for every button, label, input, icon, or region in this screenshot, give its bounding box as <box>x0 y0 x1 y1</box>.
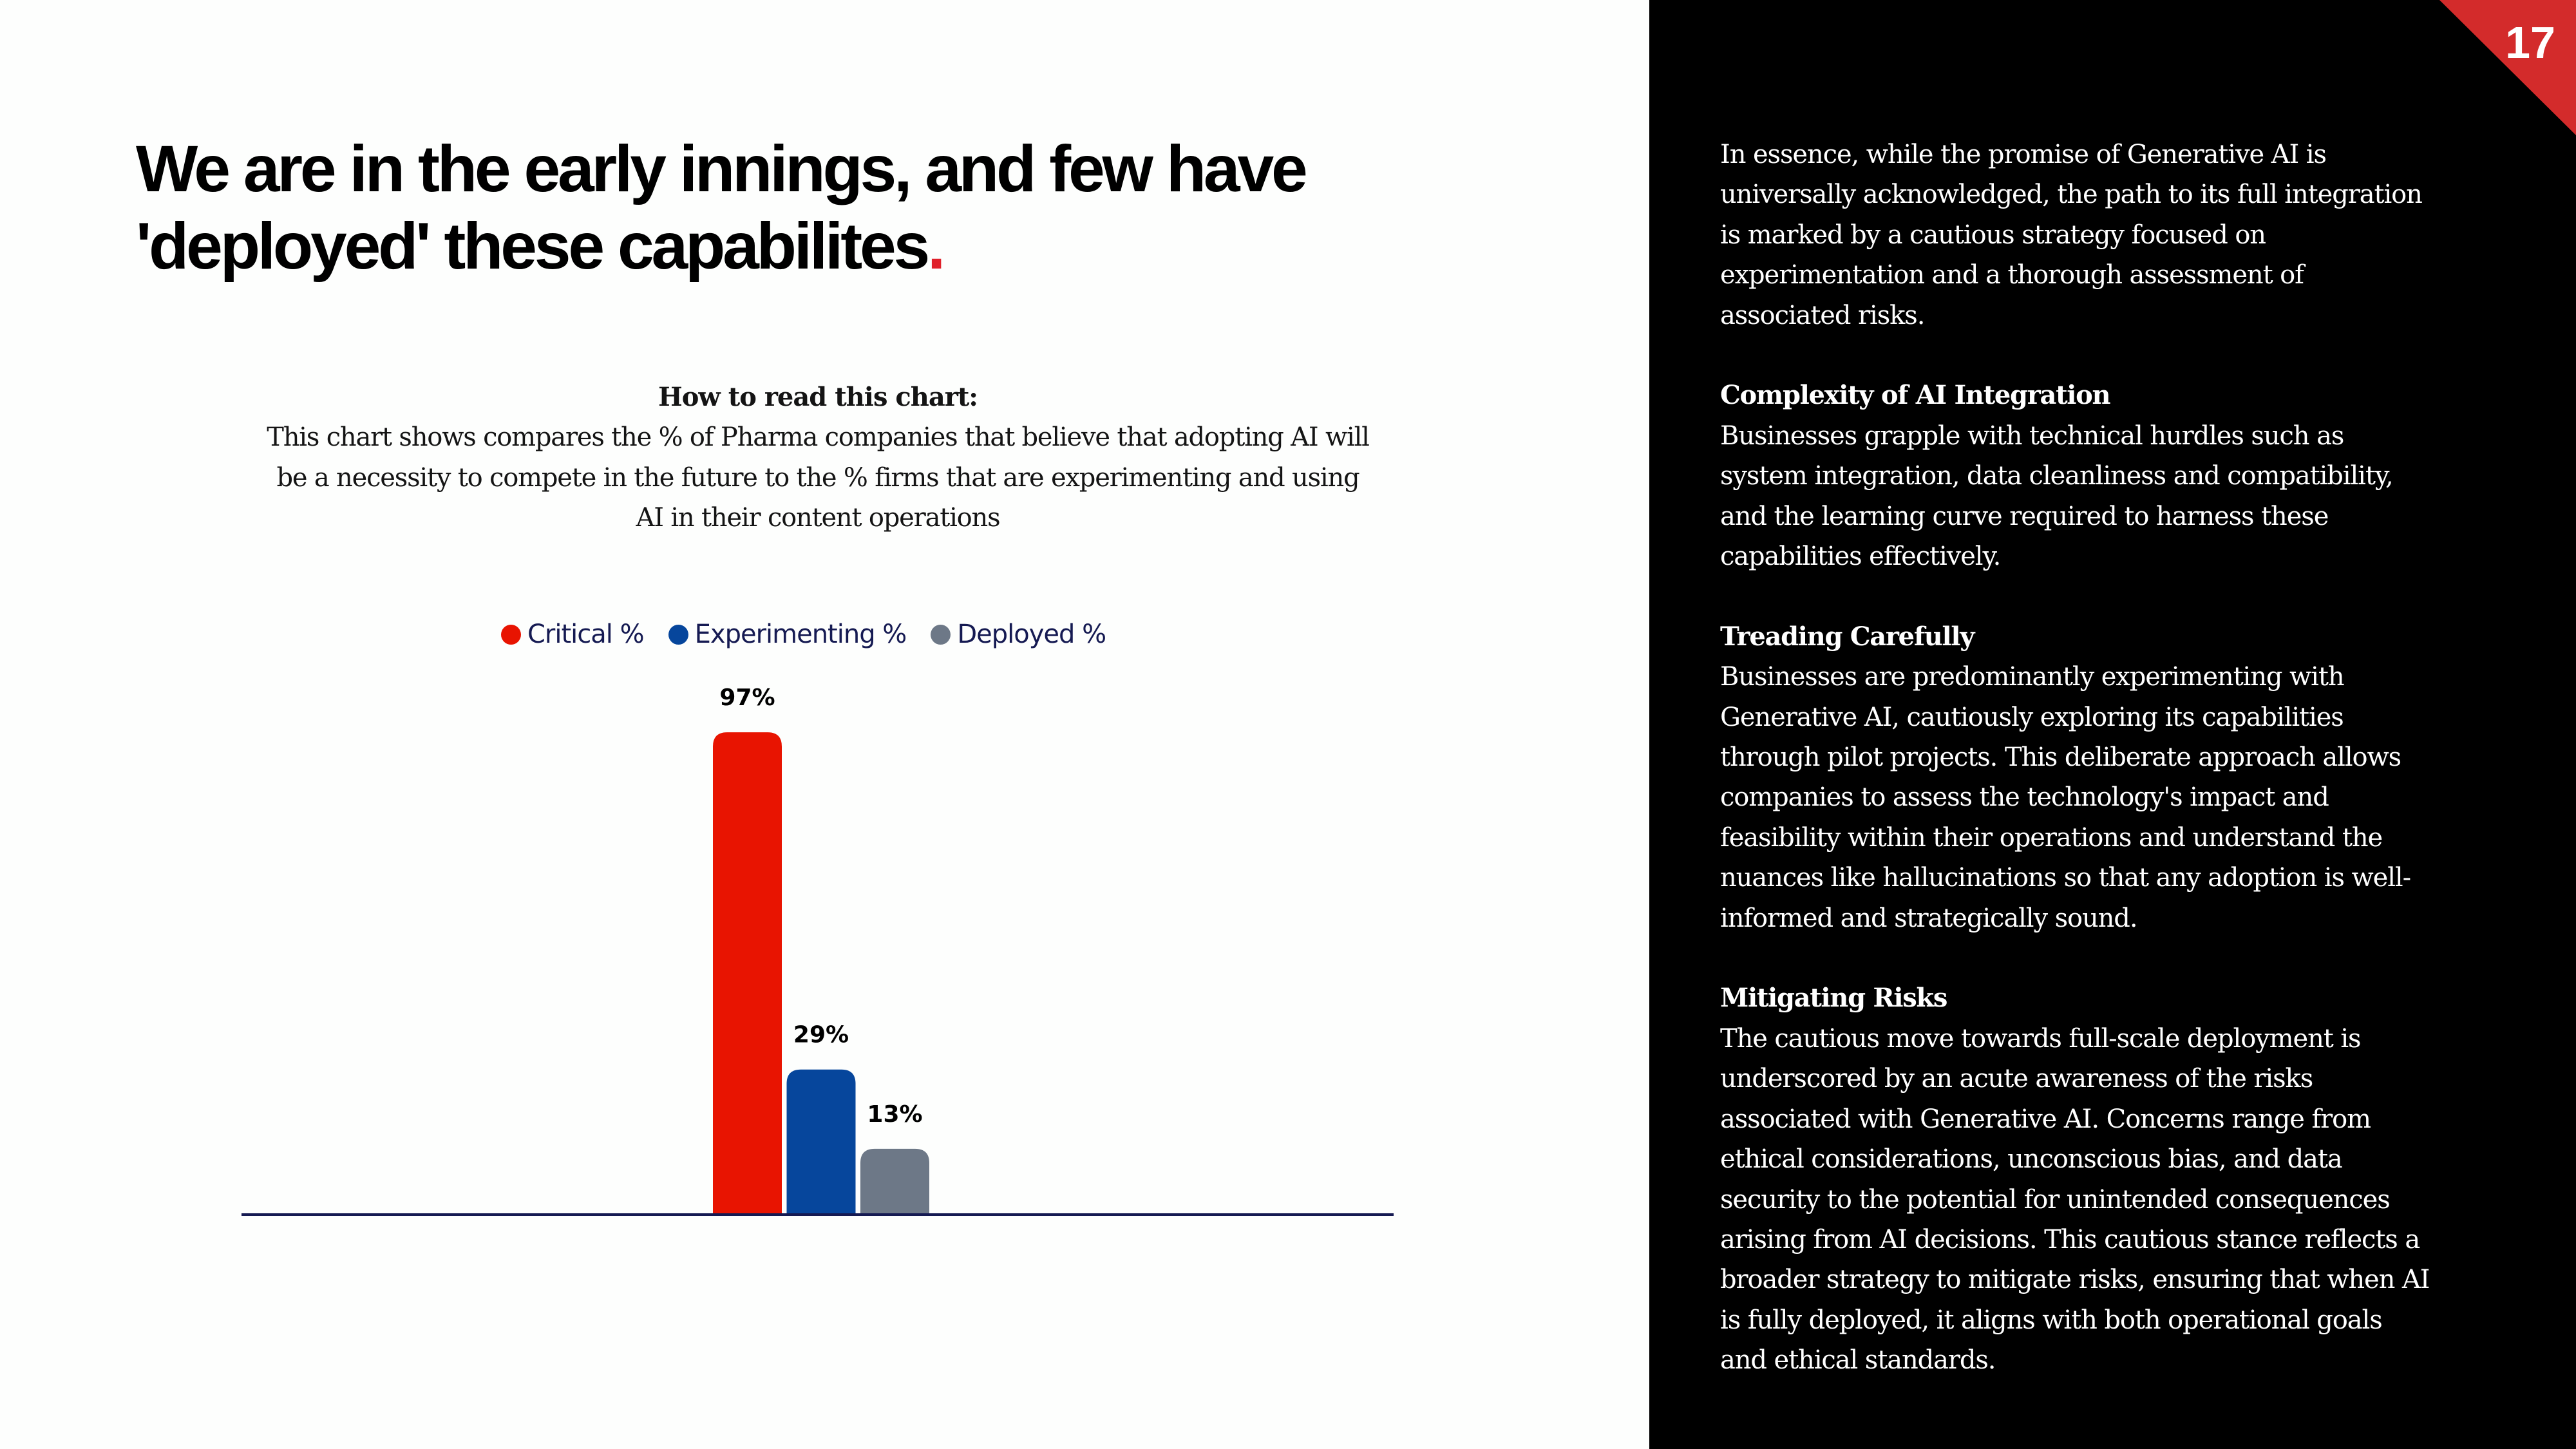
slide-right-panel: 17 <box>1649 0 2576 1449</box>
chart-guide-heading: How to read this chart: <box>658 382 978 412</box>
legend-label-deployed: Deployed % <box>957 620 1106 649</box>
legend-item-critical: Critical % <box>501 620 645 649</box>
page-number: 17 <box>2505 17 2555 68</box>
legend-label-critical: Critical % <box>527 620 645 649</box>
legend-label-experimenting: Experimenting % <box>694 620 907 649</box>
chart-reading-guide: How to read this chart: This chart shows… <box>187 377 1449 538</box>
title-line-2: 'deployed' these capabilites. <box>136 207 1553 285</box>
sidebar-paragraph-line: system integration, data cleanliness and… <box>1720 461 2394 491</box>
sidebar-paragraph-line: feasibility within their operations and … <box>1720 822 2383 853</box>
sidebar-paragraph-line: In essence, while the promise of Generat… <box>1720 140 2327 169</box>
sidebar-paragraph-line: broader strategy to mitigate risks, ensu… <box>1720 1265 2430 1295</box>
sidebar-paragraph-line: companies to assess the technology's imp… <box>1720 782 2329 813</box>
sidebar-paragraph: In essence, while the promise of Generat… <box>1720 135 2519 336</box>
sidebar-paragraph-line: associated with Generative AI. Concerns … <box>1720 1104 2371 1134</box>
sidebar-paragraph-line: and the learning curve required to harne… <box>1720 501 2329 531</box>
title-accent-dot: . <box>927 209 945 283</box>
chart-guide-line: This chart shows compares the % of Pharm… <box>267 422 1370 452</box>
chart-guide-line: be a necessity to compete in the future … <box>276 462 1360 493</box>
sidebar-paragraph: Mitigating Risks The cautious move toward… <box>1720 978 2519 1380</box>
slide-title: We are in the early innings, and few hav… <box>136 130 1553 285</box>
sidebar-paragraph-line: security to the potential for unintended… <box>1720 1184 2391 1215</box>
sidebar-paragraph-line: experimentation and a thorough assessmen… <box>1720 260 2304 290</box>
title-line-2-text: 'deployed' these capabilites <box>136 209 930 283</box>
sidebar-paragraph-line: universally acknowledged, the path to it… <box>1720 180 2423 210</box>
sidebar-paragraph-line: informed and strategically sound. <box>1720 903 2138 933</box>
sidebar-commentary: In essence, while the promise of Generat… <box>1720 135 2519 1381</box>
legend-dot-critical-icon <box>501 624 521 645</box>
sidebar-paragraph-heading: Complexity of AI Integration <box>1720 380 2111 411</box>
sidebar-paragraph-line: nuances like hallucinations so that any … <box>1720 863 2411 893</box>
bar-experimenting <box>786 1069 856 1213</box>
chart-guide-line: AI in their content operations <box>636 503 1001 533</box>
bar-critical <box>713 732 782 1213</box>
sidebar-paragraph-heading: Mitigating Risks <box>1720 983 1947 1014</box>
bar-chart: 97% 29% 13% <box>242 685 1394 1216</box>
sidebar-paragraph-line: associated risks. <box>1720 300 1925 330</box>
sidebar-paragraph-line: is fully deployed, it aligns with both o… <box>1720 1305 2383 1335</box>
sidebar-paragraph-line: Businesses are predominantly experimenti… <box>1720 662 2345 692</box>
sidebar-paragraph: Treading Carefully Businesses are predomi… <box>1720 617 2519 938</box>
slide-left-panel: We are in the early innings, and few hav… <box>136 130 1553 1216</box>
legend-dot-deployed-icon <box>931 624 951 645</box>
sidebar-paragraph-heading: Treading Carefully <box>1720 621 1975 652</box>
legend-dot-experimenting-icon <box>668 624 688 645</box>
sidebar-paragraph-line: through pilot projects. This deliberate … <box>1720 743 2401 773</box>
bar-value-label: 29% <box>793 1022 849 1048</box>
sidebar-paragraph-line: Businesses grapple with technical hurdle… <box>1720 421 2344 451</box>
legend-item-deployed: Deployed % <box>931 620 1106 649</box>
sidebar-paragraph-line: arising from AI decisions. This cautious… <box>1720 1224 2420 1255</box>
sidebar-paragraph-line: is marked by a cautious strategy focused… <box>1720 220 2266 250</box>
sidebar-paragraph-line: The cautious move towards full-scale dep… <box>1720 1023 2362 1054</box>
sidebar-paragraph-line: Generative AI, cautiously exploring its … <box>1720 702 2344 732</box>
bar-deployed <box>860 1148 929 1213</box>
chart-legend: Critical % Experimenting % Deployed % <box>501 618 1106 650</box>
sidebar-paragraph-line: underscored by an acute awareness of the… <box>1720 1064 2313 1094</box>
sidebar-paragraph-line: ethical considerations, unconscious bias… <box>1720 1144 2343 1175</box>
sidebar-paragraph-line: capabilities effectively. <box>1720 542 2001 572</box>
bar-value-label: 97% <box>719 685 775 711</box>
title-line-1: We are in the early innings, and few hav… <box>136 132 1308 205</box>
sidebar-paragraph: Complexity of AI Integration Businesses g… <box>1720 375 2519 576</box>
bar-value-label: 13% <box>867 1101 922 1128</box>
legend-item-experimenting: Experimenting % <box>668 620 907 649</box>
sidebar-paragraph-line: and ethical standards. <box>1720 1345 1996 1376</box>
